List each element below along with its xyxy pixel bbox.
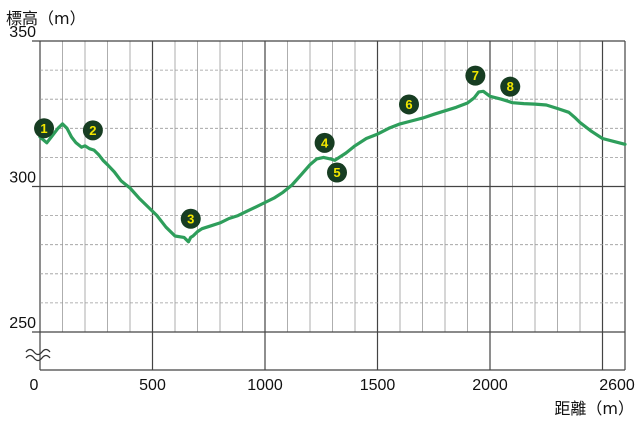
waypoint-marker-3: 3 bbox=[180, 208, 201, 229]
waypoint-marker-label: 6 bbox=[405, 97, 412, 112]
series-layer bbox=[38, 89, 627, 244]
x-tick-label: 0 bbox=[30, 377, 39, 394]
axis-break bbox=[25, 348, 51, 362]
waypoint-marker-8: 8 bbox=[500, 76, 521, 97]
waypoint-marker-label: 8 bbox=[507, 79, 514, 94]
waypoint-marker-4: 4 bbox=[314, 132, 335, 153]
elevation-line bbox=[38, 89, 627, 244]
waypoint-marker-circle bbox=[399, 94, 419, 115]
waypoint-marker-circle bbox=[180, 208, 201, 229]
waypoint-marker-label: 1 bbox=[40, 121, 47, 136]
x-tick-label: 1000 bbox=[247, 377, 283, 394]
y-axis-label: 標高（m） bbox=[6, 9, 86, 28]
y-tick-label: 350 bbox=[9, 24, 36, 41]
x-tick-label: 1500 bbox=[360, 377, 396, 394]
x-tick-label: 2000 bbox=[472, 377, 508, 394]
x-tick-label: 2600 bbox=[599, 377, 635, 394]
waypoint-marker-label: 5 bbox=[333, 165, 340, 180]
waypoint-marker-label: 4 bbox=[321, 135, 329, 150]
waypoint-marker-circle bbox=[82, 120, 103, 141]
x-tick-label: 500 bbox=[139, 377, 166, 394]
x-axis-label: 距離（m） bbox=[554, 399, 634, 418]
waypoint-marker-5: 5 bbox=[327, 162, 347, 183]
waypoint-marker-circle bbox=[500, 76, 521, 97]
waypoint-marker-circle bbox=[314, 132, 335, 153]
waypoint-marker-label: 2 bbox=[89, 123, 96, 138]
waypoint-marker-circle bbox=[34, 118, 55, 139]
y-tick-label: 300 bbox=[9, 170, 36, 187]
waypoint-marker-1: 1 bbox=[34, 118, 55, 139]
y-tick-label: 250 bbox=[9, 315, 36, 332]
waypoint-marker-6: 6 bbox=[399, 94, 419, 115]
waypoint-marker-label: 7 bbox=[472, 68, 479, 83]
grid bbox=[32, 40, 626, 371]
waypoint-marker-circle bbox=[327, 162, 347, 183]
waypoint-marker-circle bbox=[465, 65, 486, 86]
waypoint-marker-label: 3 bbox=[187, 211, 194, 226]
waypoint-marker-2: 2 bbox=[82, 120, 103, 141]
waypoint-marker-7: 7 bbox=[465, 65, 486, 86]
tick-layer: 0 500 1000 1500 2000 2600 350 300 250 bbox=[9, 24, 635, 394]
marker-layer: 1 2 3 45 6 7 8 bbox=[34, 65, 521, 229]
